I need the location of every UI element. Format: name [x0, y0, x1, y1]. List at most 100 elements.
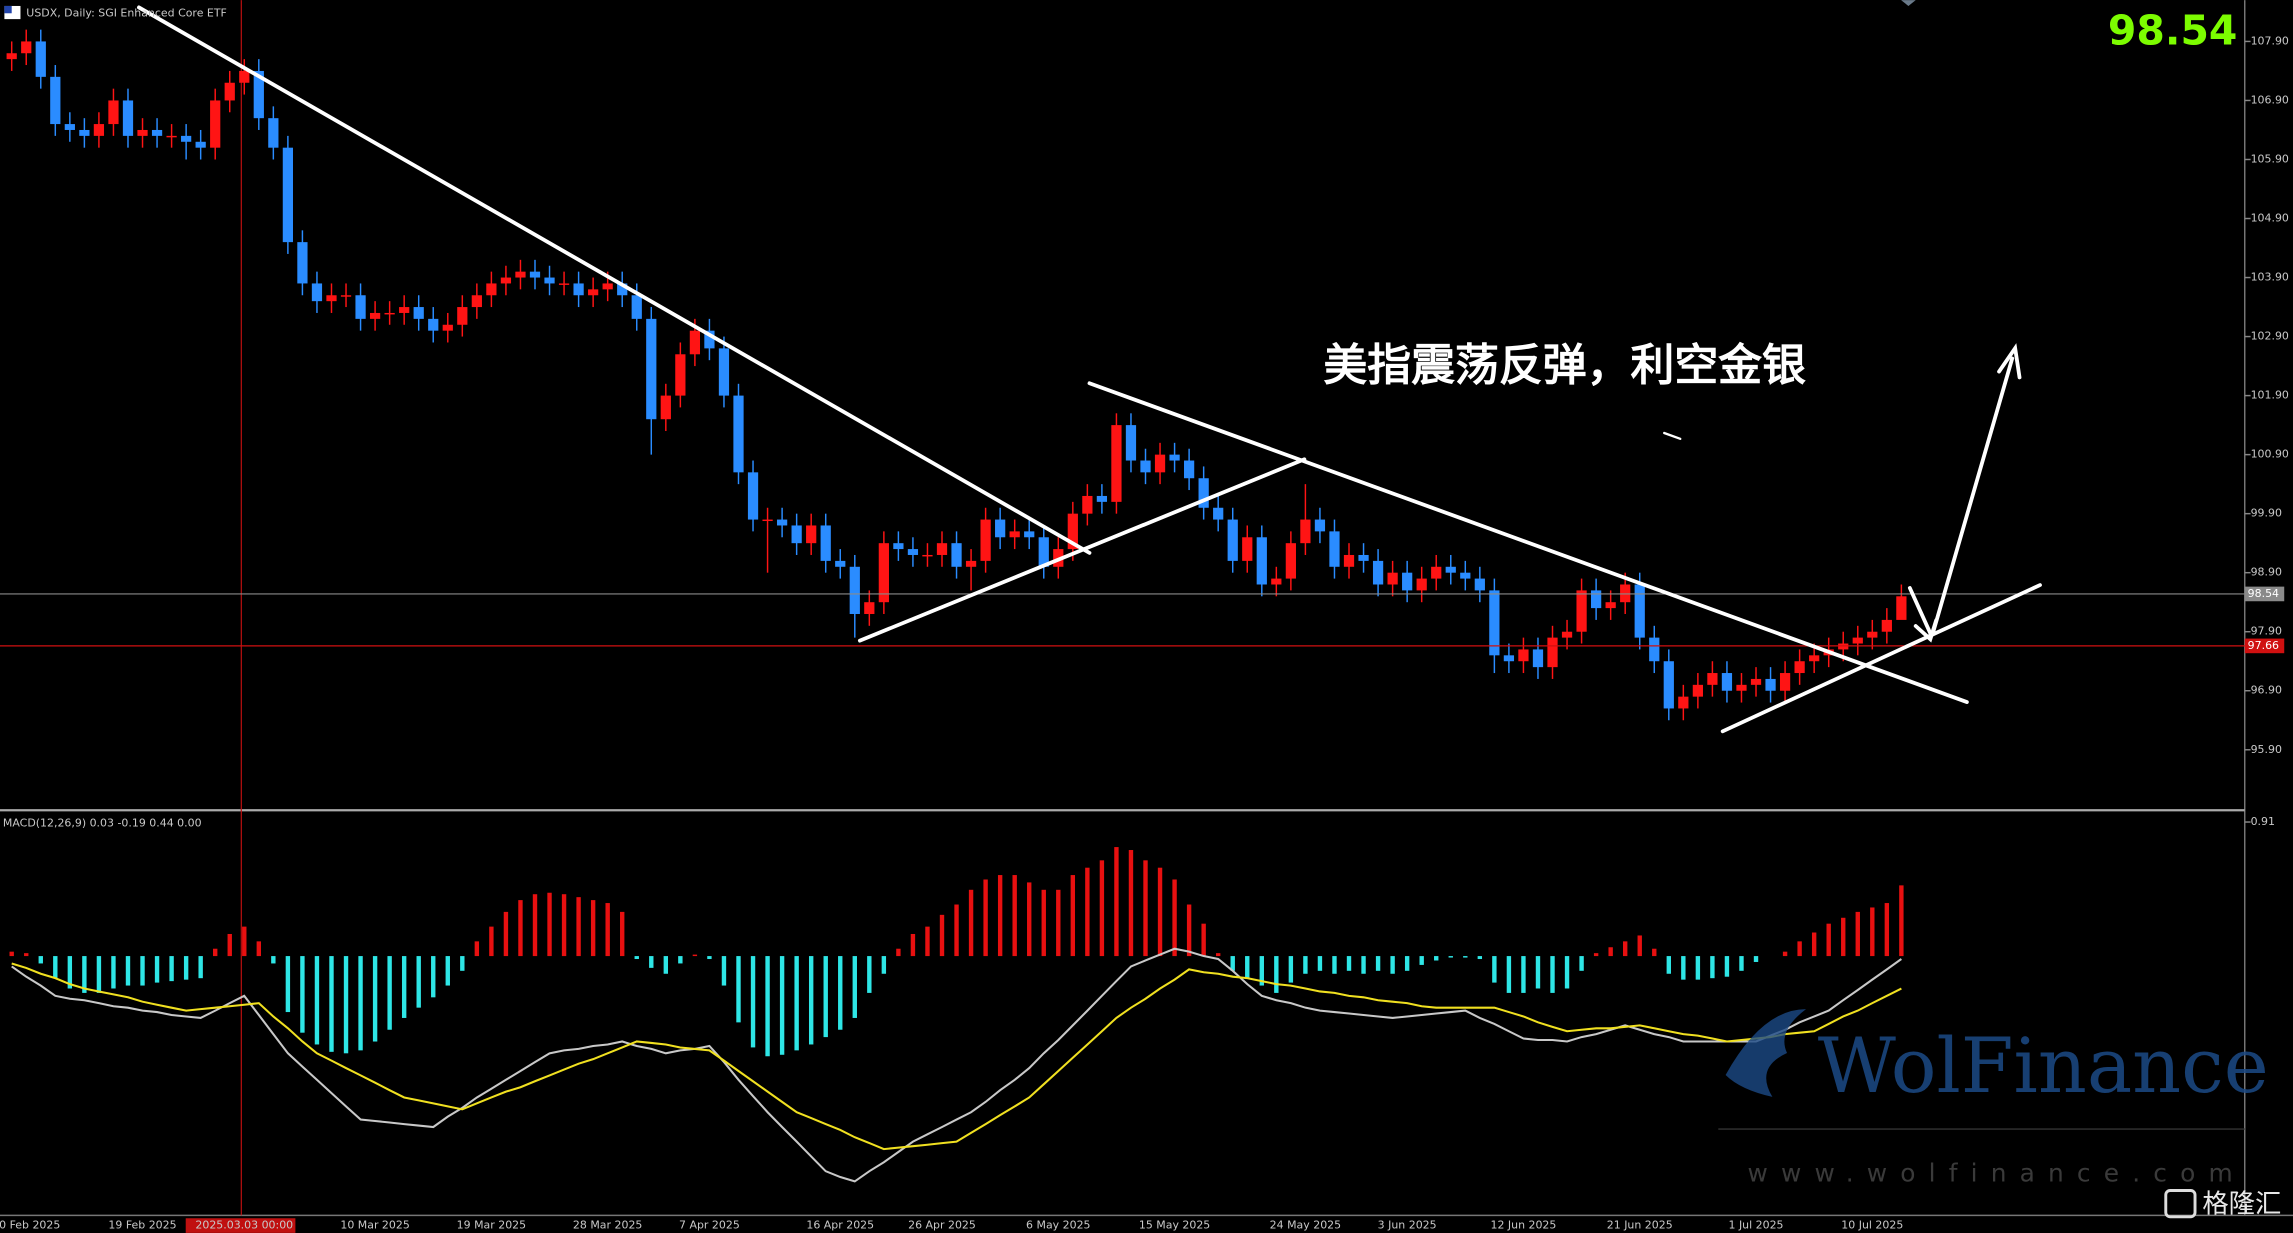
histogram-bar [431, 956, 436, 998]
candle-body [1416, 578, 1427, 591]
candle-body [602, 283, 613, 290]
candle-body [1779, 673, 1791, 691]
histogram-bar [1593, 953, 1599, 957]
histogram-bar [82, 956, 87, 993]
histogram-bar [1434, 956, 1439, 961]
histogram-bar [707, 956, 712, 960]
candle-body [864, 602, 875, 615]
arrow [1907, 586, 1933, 636]
y-tick-label: 96.90 [2251, 684, 2282, 697]
histogram-bar [1564, 956, 1570, 989]
histogram-bar [300, 956, 305, 1033]
candle-body [1794, 661, 1805, 674]
histogram-bar [1550, 956, 1555, 993]
histogram-bar [1303, 956, 1308, 974]
histogram-bar [867, 956, 872, 993]
candle-body [1547, 637, 1558, 668]
candle-body [268, 118, 279, 148]
histogram-bar [1215, 953, 1221, 957]
candle-body [471, 295, 482, 308]
candle-body [1489, 590, 1500, 656]
histogram-bar [1230, 956, 1235, 971]
candle-body [1372, 560, 1384, 585]
histogram-bar [460, 956, 465, 971]
histogram-bar [1448, 956, 1453, 958]
candle-body [1256, 537, 1267, 585]
histogram-bar [1884, 903, 1890, 957]
candle-body [326, 295, 337, 302]
candle-body [660, 395, 671, 420]
candle-body [893, 543, 904, 550]
histogram-bar [1870, 907, 1875, 957]
histogram-bar [1797, 941, 1802, 957]
candle-body [733, 395, 744, 473]
candle-body [1067, 513, 1078, 550]
candle-body [1387, 572, 1398, 585]
candle-body [1503, 655, 1515, 662]
histogram-bar [1114, 847, 1119, 957]
trend-line [137, 5, 1092, 555]
histogram-bar [968, 889, 974, 957]
indicator-line [11, 962, 1902, 1151]
crosshair-date-box [185, 1218, 296, 1233]
histogram-bar [590, 900, 596, 957]
candle-body [1750, 678, 1762, 685]
plot: 107.90 106.90 105.90 104.90 103.90 102.90 101.… [0, 29, 2289, 1232]
histogram-bar [1506, 956, 1512, 993]
indicator-title: MACD(12,26,9) 0.03 -0.19 0.44 0.00 [3, 816, 202, 829]
histogram-bar [1782, 951, 1788, 957]
histogram-bar [1608, 947, 1613, 957]
candle-body [1532, 649, 1544, 668]
histogram-bar [125, 956, 131, 986]
histogram-bar [401, 956, 407, 1018]
candle-body [936, 543, 948, 555]
price-label-box [2244, 586, 2285, 602]
histogram-bar [1811, 932, 1817, 957]
candle-body [1460, 572, 1471, 579]
histogram-bar [1157, 867, 1163, 957]
x-tick-label: 6 May 2025 [1026, 1219, 1090, 1232]
candle-body [1663, 661, 1674, 709]
y-tick-label: 105.90 [2251, 152, 2289, 165]
histogram-bar [532, 894, 538, 957]
histogram-bar [111, 956, 116, 989]
candle-body [588, 289, 599, 296]
indicator-line [11, 947, 1902, 1183]
watermark-url: www.wolfinance.com [1748, 1158, 2246, 1187]
histogram-bar [503, 911, 509, 957]
candle-body [93, 124, 105, 136]
candle-body [1620, 584, 1631, 603]
candle-body [1227, 519, 1238, 561]
candle-body [820, 525, 831, 561]
candle-body [1125, 425, 1137, 461]
candle-body [1721, 673, 1733, 691]
candle-body [210, 100, 221, 148]
watermark-brand: WolFinance [1818, 1021, 2269, 1110]
histogram-bar [213, 948, 218, 957]
histogram-bar [169, 956, 174, 982]
histogram-bar [1288, 956, 1294, 983]
histogram-bar [779, 956, 785, 1055]
candle-body [1634, 584, 1645, 638]
candle-body [442, 324, 453, 331]
histogram-bar [634, 956, 639, 960]
candle-body [500, 277, 512, 284]
candle-body [1649, 637, 1660, 662]
y-tick-label: 98.90 [2251, 566, 2282, 579]
histogram-bar [794, 956, 799, 1051]
histogram-bar [387, 956, 392, 1030]
histogram-bar [416, 956, 421, 1008]
histogram-bar [736, 956, 741, 1023]
price-label: 97.66 [2248, 639, 2279, 652]
candle-body [529, 271, 541, 278]
candle-body [1038, 537, 1049, 567]
y-tick-label: 101.90 [2251, 389, 2289, 402]
candle-body [951, 543, 962, 567]
candle-body [1576, 590, 1587, 632]
y-tick-label: 99.90 [2251, 507, 2282, 520]
x-tick-label: 19 Feb 2025 [108, 1219, 176, 1232]
candle-body [79, 129, 90, 136]
candle-body [1678, 696, 1689, 709]
source-icon [2164, 1189, 2197, 1219]
